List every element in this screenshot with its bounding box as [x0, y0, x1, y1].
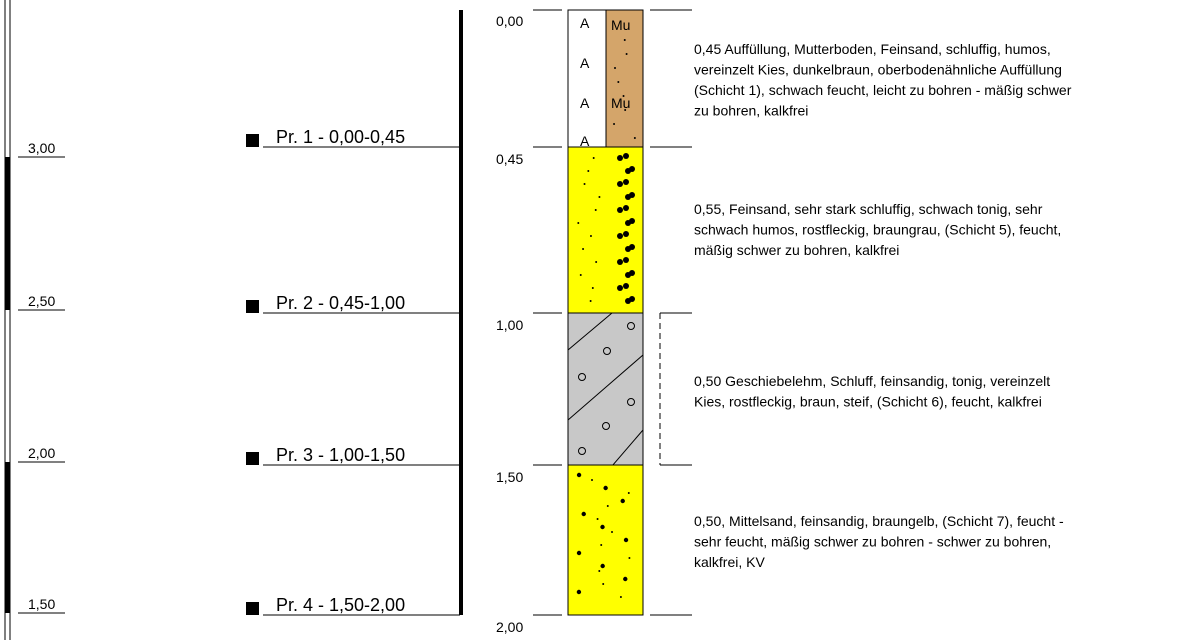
dot: [623, 231, 629, 237]
dot: [582, 512, 586, 516]
dot: [592, 287, 594, 289]
sample-label: Pr. 3 - 1,00-1,50: [276, 445, 405, 465]
dot: [623, 577, 627, 581]
dot: [587, 170, 589, 172]
dot: [577, 473, 581, 477]
dot: [598, 196, 600, 198]
svg-text:A: A: [580, 133, 590, 149]
scale-bar: [5, 157, 10, 310]
dot: [629, 296, 635, 302]
dot: [593, 157, 595, 159]
svg-text:Mu: Mu: [611, 95, 630, 111]
layer-description: 0,50, Mittelsand, feinsandig, braungelb,…: [694, 513, 1064, 529]
dot: [617, 181, 623, 187]
dot: [602, 583, 604, 585]
dot: [590, 300, 592, 302]
depth-label: 1,00: [496, 317, 523, 333]
depth-label: 2,00: [496, 619, 523, 635]
depth-label: 0,45: [496, 151, 523, 167]
dot: [600, 564, 604, 568]
svg-text:Mu: Mu: [611, 17, 630, 33]
layer-description: zu bohren, kalkfrei: [694, 103, 808, 119]
layer-description: 0,50 Geschiebelehm, Schluff, feinsandig,…: [694, 373, 1050, 389]
dot: [598, 570, 600, 572]
svg-text:A: A: [580, 55, 590, 71]
layer-description: 0,45 Auffüllung, Mutterboden, Feinsand, …: [694, 41, 1051, 57]
dot: [629, 166, 635, 172]
layer-description: sehr feucht, mäßig schwer zu bohren - sc…: [694, 534, 1051, 550]
dot: [624, 39, 626, 41]
sample-marker: [246, 602, 259, 615]
dot: [595, 261, 597, 263]
dot: [620, 596, 622, 598]
dot: [617, 233, 623, 239]
sample-label: Pr. 1 - 0,00-0,45: [276, 127, 405, 147]
depth-label: 0,00: [496, 13, 523, 29]
layer-description: kalkfrei, KV: [694, 554, 765, 570]
dot: [623, 205, 629, 211]
dot: [580, 274, 582, 276]
dot: [629, 270, 635, 276]
dot: [623, 95, 625, 97]
dot: [577, 222, 579, 224]
sample-marker: [246, 452, 259, 465]
dot: [600, 525, 604, 529]
dot: [577, 551, 581, 555]
dot: [617, 259, 623, 265]
dot: [600, 544, 602, 546]
dot: [607, 505, 609, 507]
layer-description: Kies, rostfleckig, braun, steif, (Schich…: [694, 394, 1042, 410]
sample-marker: [246, 134, 259, 147]
dot: [617, 207, 623, 213]
dot: [603, 486, 607, 490]
dot: [629, 244, 635, 250]
dot: [591, 479, 593, 481]
dot: [623, 257, 629, 263]
svg-text:A: A: [580, 95, 590, 111]
dot: [597, 518, 599, 520]
layer-description: vereinzelt Kies, dunkelbraun, oberbodenä…: [694, 62, 1062, 78]
dot: [626, 53, 628, 55]
svg-text:A: A: [580, 15, 590, 31]
dot: [623, 283, 629, 289]
sample-label: Pr. 2 - 0,45-1,00: [276, 293, 405, 313]
scale-label: 3,00: [28, 140, 55, 156]
dot: [621, 499, 625, 503]
dot: [614, 67, 616, 69]
layer-description: 0,55, Feinsand, sehr stark schluffig, sc…: [694, 201, 1043, 217]
sample-marker: [246, 300, 259, 313]
dot: [617, 285, 623, 291]
layer-description: mäßig schwer zu bohren, kalkfrei: [694, 242, 899, 258]
dot: [617, 155, 623, 161]
dot: [634, 137, 636, 139]
dot: [577, 590, 581, 594]
dot: [582, 248, 584, 250]
dot: [629, 192, 635, 198]
sample-label: Pr. 4 - 1,50-2,00: [276, 595, 405, 615]
dot: [624, 109, 626, 111]
dot: [613, 123, 615, 125]
dot: [623, 179, 629, 185]
scale-label: 2,50: [28, 293, 55, 309]
borehole-log: A A A A Mu Mu 3,00 2,50 2,00 1,50 Pr. 1 - 0,00-0…: [0, 0, 1199, 640]
dot: [629, 218, 635, 224]
scale-label: 2,00: [28, 445, 55, 461]
dot: [595, 209, 597, 211]
dot: [624, 538, 628, 542]
column: A A A A Mu Mu: [568, 10, 660, 615]
dot: [623, 153, 629, 159]
dot: [611, 531, 613, 533]
dot: [584, 183, 586, 185]
dot: [628, 557, 630, 559]
layer-description: schwach humos, rostfleckig, braungrau, (…: [694, 222, 1061, 238]
dot: [628, 492, 630, 494]
layer-description: (Schicht 1), schwach feucht, leicht zu b…: [694, 82, 1072, 98]
scale-label: 1,50: [28, 596, 55, 612]
dot: [590, 235, 592, 237]
depth-label: 1,50: [496, 469, 523, 485]
scale-bar: [5, 462, 10, 613]
dot: [617, 81, 619, 83]
